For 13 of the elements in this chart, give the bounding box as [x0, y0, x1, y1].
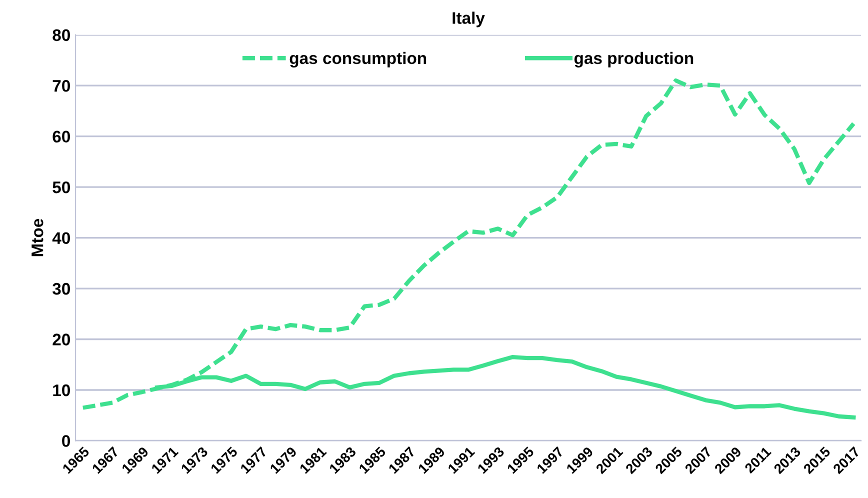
y-tick-label: 10 — [53, 384, 70, 396]
legend-label: gas production — [574, 52, 694, 68]
y-tick-label: 80 — [52, 29, 70, 42]
y-tick-label: 30 — [52, 282, 70, 295]
chart-title: Italy — [452, 12, 485, 28]
y-tick-label: 40 — [52, 232, 70, 244]
legend-label: gas consumption — [290, 52, 426, 68]
y-tick-label: 60 — [52, 130, 70, 143]
y-tick-label: 70 — [52, 80, 70, 92]
y-tick-label: 50 — [52, 181, 70, 194]
y-axis-title: Mtoe — [32, 218, 44, 256]
y-tick-label: 0 — [62, 435, 70, 447]
y-tick-label: 20 — [52, 334, 70, 346]
